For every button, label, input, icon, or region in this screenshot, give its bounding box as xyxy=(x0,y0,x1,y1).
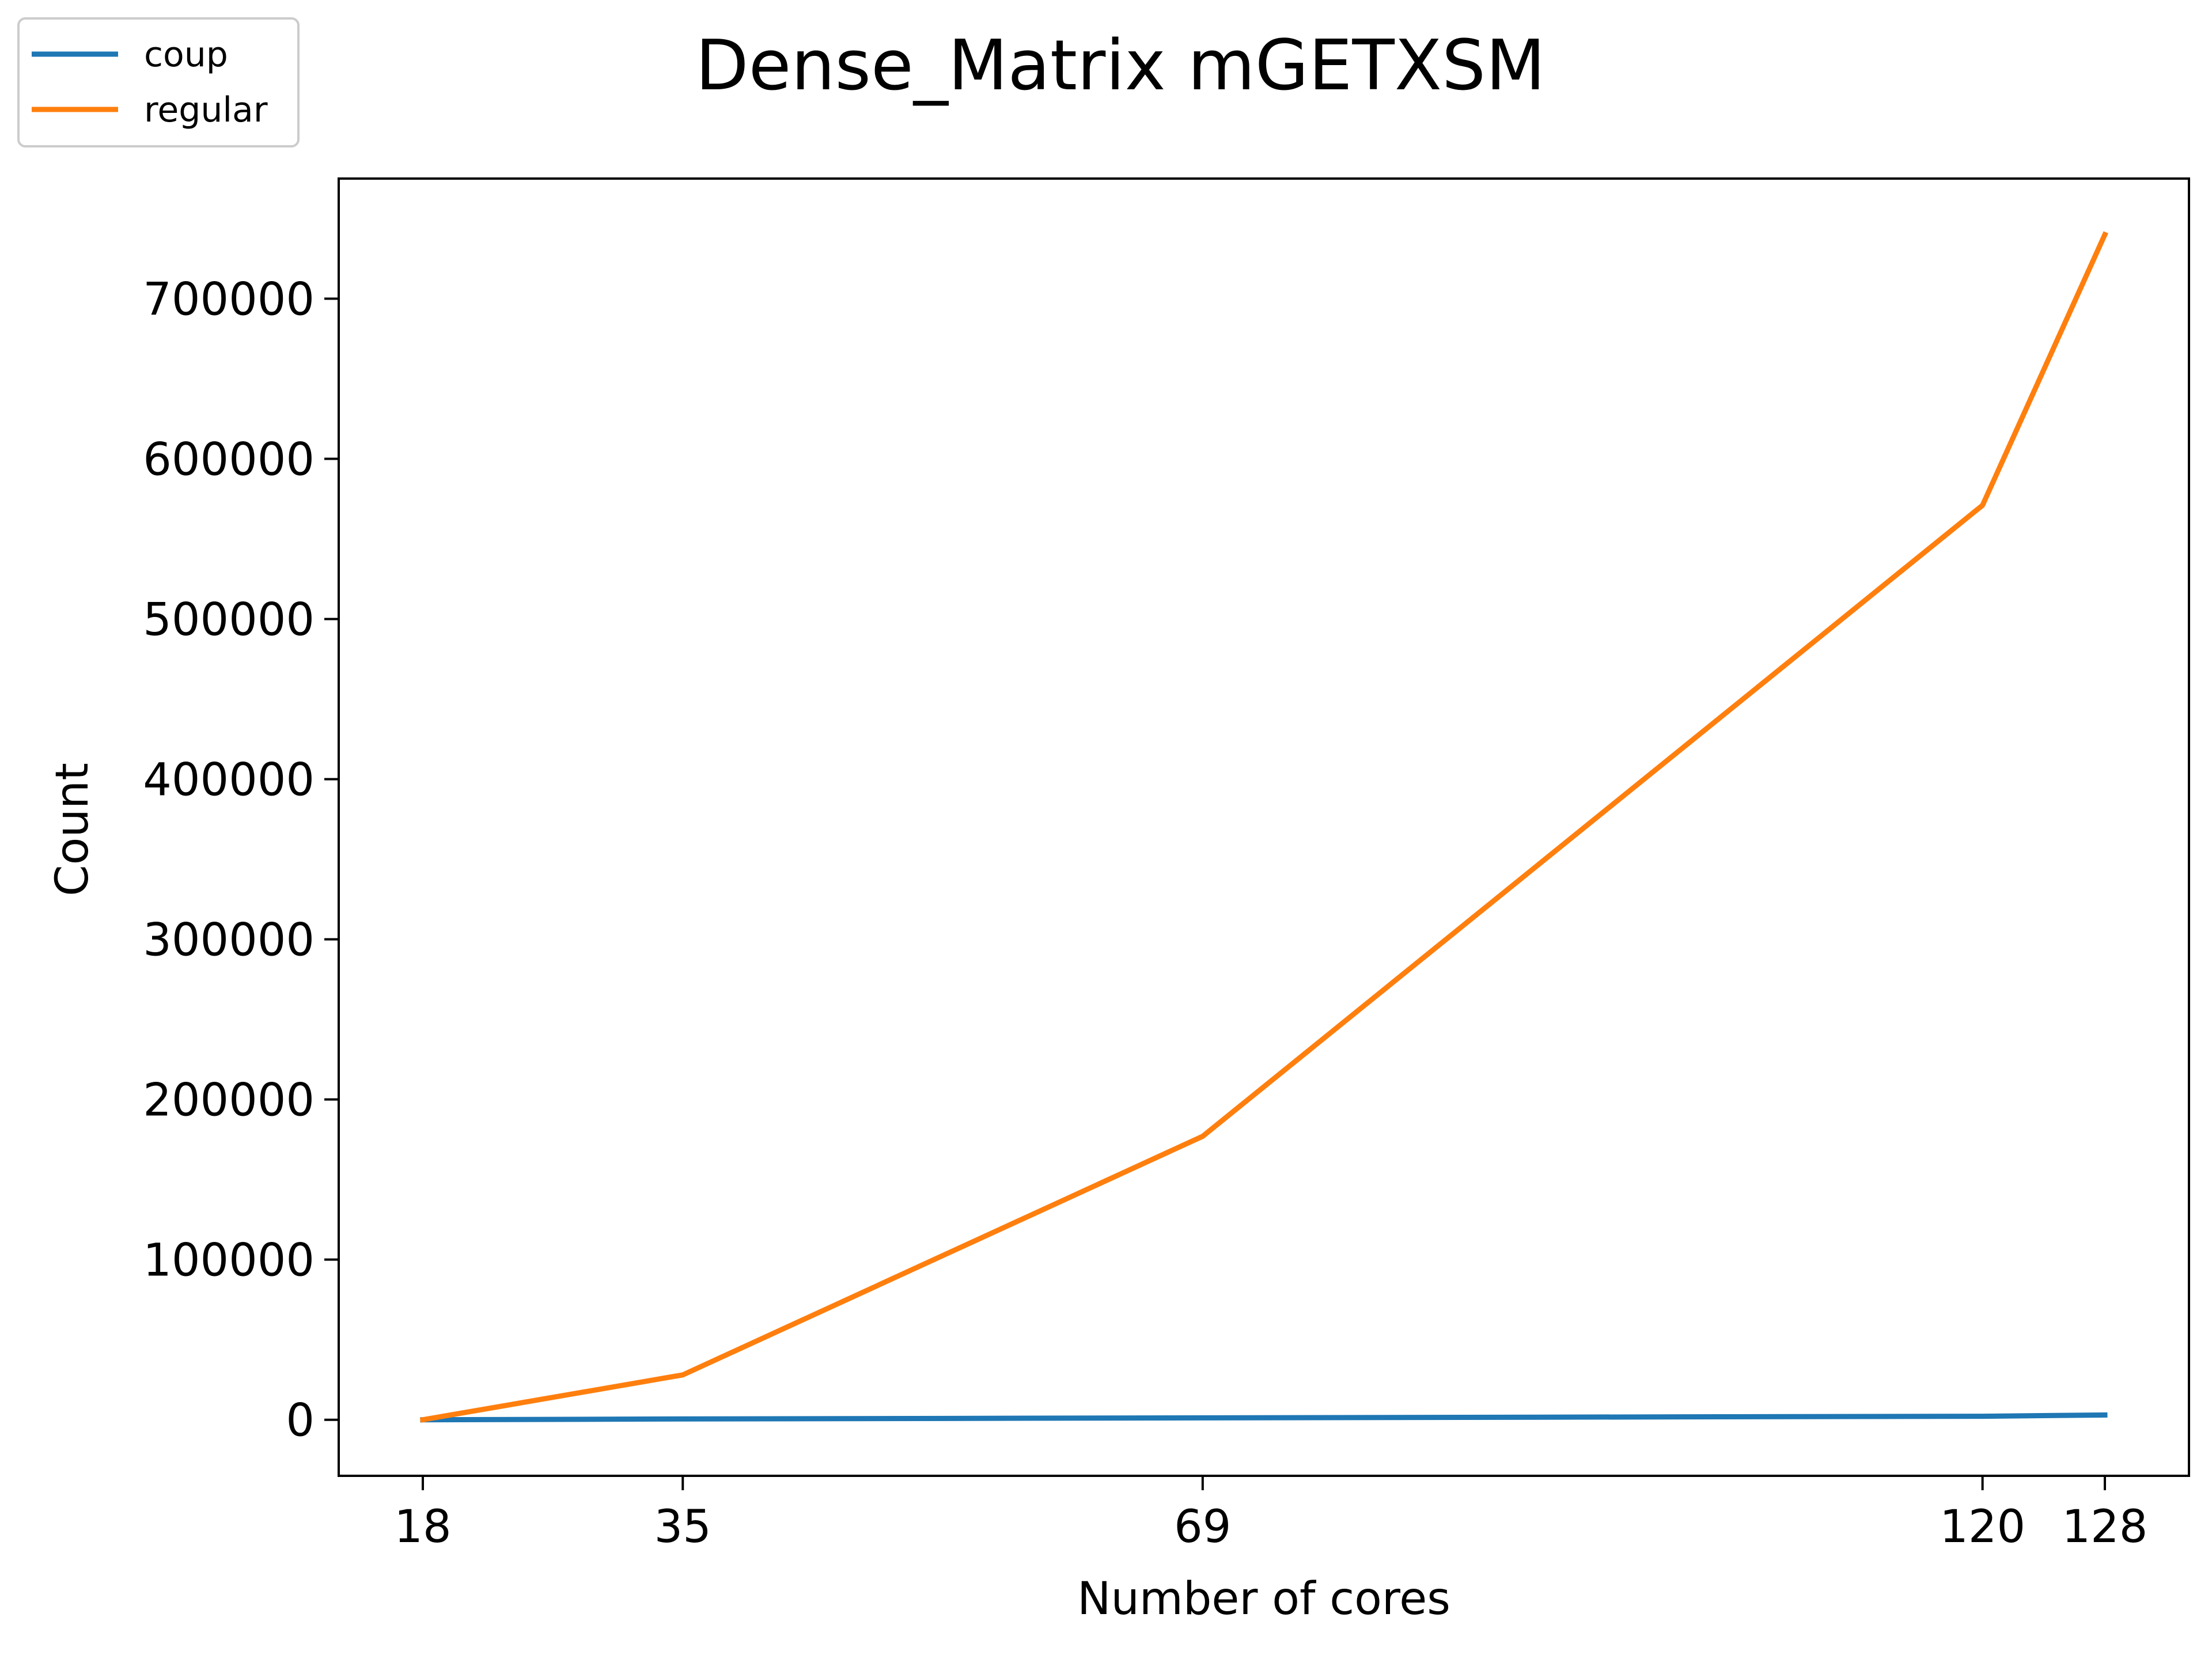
y-tick-label: 200000 xyxy=(143,1075,315,1127)
y-tick-label: 100000 xyxy=(143,1235,315,1287)
y-tick-label: 0 xyxy=(286,1395,315,1447)
plot-frame xyxy=(338,177,2190,1477)
y-tick-label: 700000 xyxy=(143,274,315,326)
x-axis: 18 35 69 120 128 xyxy=(394,1476,2147,1553)
x-tick-label: 18 xyxy=(394,1501,451,1553)
series-group xyxy=(419,231,2108,1423)
plot-area xyxy=(338,177,2190,1477)
y-tick-label: 600000 xyxy=(143,434,315,486)
x-tick-label: 128 xyxy=(2062,1501,2148,1553)
x-tick-label: 35 xyxy=(654,1501,711,1553)
legend: coup regular xyxy=(17,17,300,147)
y-axis: 0 100000 200000 300000 400000 500000 600000 700… xyxy=(143,274,339,1447)
series-line-coup xyxy=(420,1412,2108,1423)
legend-frame xyxy=(17,17,300,147)
legend-label-regular: regular xyxy=(144,90,268,130)
series-line-regular xyxy=(419,231,2108,1423)
y-tick-label: 300000 xyxy=(143,915,315,967)
y-tick-label: 500000 xyxy=(143,594,315,646)
chart-title: Dense_Matrix mGETXSM xyxy=(695,26,1546,106)
legend-label-coup: coup xyxy=(144,35,228,75)
y-tick-label: 400000 xyxy=(143,755,315,806)
x-tick-label: 69 xyxy=(1174,1501,1231,1553)
x-axis-label: Number of cores xyxy=(1077,1573,1450,1625)
x-tick-label: 120 xyxy=(1940,1501,2025,1553)
y-axis-label: Count xyxy=(47,763,99,896)
